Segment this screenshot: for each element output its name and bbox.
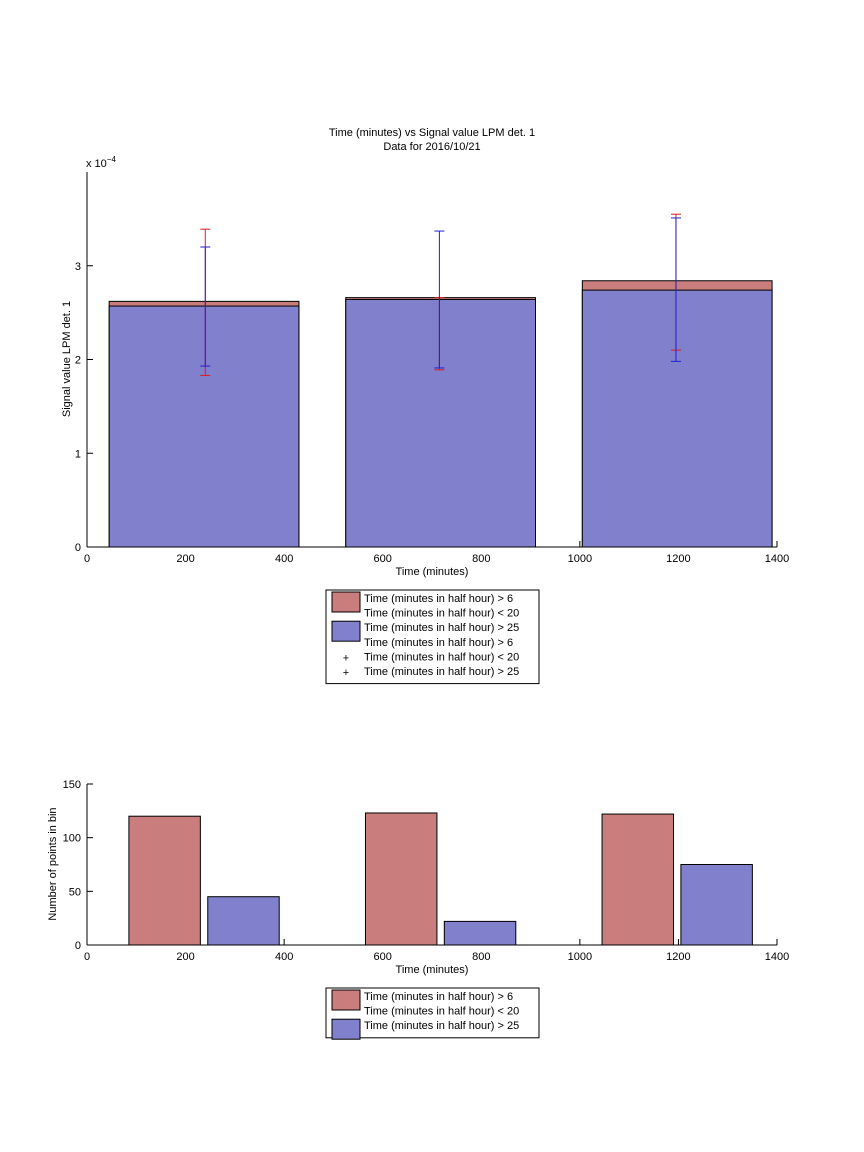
- x-tick-label: 200: [176, 553, 194, 565]
- y-tick-label: 100: [63, 833, 81, 845]
- blue-bar: [108, 305, 300, 548]
- x-tick-label: 1000: [568, 553, 592, 565]
- y-tick-label: 1: [75, 448, 81, 460]
- x-tick-label: 1200: [666, 951, 690, 963]
- y-tick-label: 2: [75, 355, 81, 367]
- legend-box: [325, 589, 540, 685]
- y-exponent-label: x 10−4: [86, 155, 116, 170]
- x-tick-label: 600: [374, 951, 392, 963]
- legend-label: Time (minutes in half hour) < 20: [364, 651, 519, 663]
- blue-bar: [345, 299, 536, 548]
- x-tick-label: 0: [84, 951, 90, 963]
- blue-bar: [207, 896, 280, 946]
- legend-label: Time (minutes in half hour) < 20: [364, 1006, 519, 1018]
- legend-label: Time (minutes in half hour) > 25: [364, 622, 519, 634]
- blue-legend-marker: +: [343, 667, 349, 679]
- red-legend-patch: [331, 591, 361, 613]
- y-exponent-base: x 10: [86, 158, 107, 170]
- x-tick-label: 1400: [765, 553, 789, 565]
- y-tick-label: 50: [69, 886, 81, 898]
- legend-label: Time (minutes in half hour) > 6: [364, 593, 513, 605]
- count-chart: 0 200 400 600 800 1000 1200 1400 0 50 100 150 Time …: [47, 779, 790, 1040]
- y-tick-label: 3: [75, 261, 81, 273]
- red-legend-marker: +: [343, 652, 349, 664]
- x-tick-label: 200: [176, 951, 194, 963]
- legend-label: Time (minutes in half hour) < 20: [364, 608, 519, 620]
- chart-subtitle: Data for 2016/10/21: [383, 141, 480, 153]
- x-tick-label: 600: [374, 553, 392, 565]
- x-tick-label: 400: [275, 553, 293, 565]
- blue-bar: [581, 289, 773, 548]
- chart-title: Time (minutes) vs Signal value LPM det. …: [329, 127, 535, 139]
- legend-label: Time (minutes in half hour) > 25: [364, 1020, 519, 1032]
- x-tick-label: 400: [275, 951, 293, 963]
- x-tick-label: 800: [472, 553, 490, 565]
- y-tick-label: 150: [63, 779, 81, 791]
- signal-chart: Time (minutes) vs Signal value LPM det. …: [61, 127, 789, 685]
- signal-legend: Time (minutes in half hour) > 6 Time (min…: [325, 589, 540, 685]
- y-tick-label: 0: [75, 940, 81, 952]
- x-tick-label: 800: [472, 951, 490, 963]
- x-tick-label: 1200: [666, 553, 690, 565]
- count-plot-area: 0 200 400 600 800 1000 1200 1400 0 50 100 150: [63, 779, 790, 963]
- x-tick-label: 1400: [765, 951, 789, 963]
- y-tick-label: 0: [75, 542, 81, 554]
- red-legend-patch: [331, 989, 361, 1011]
- red-bar: [601, 813, 674, 946]
- x-tick-label: 0: [84, 553, 90, 565]
- y-axis-label: Number of points in bin: [47, 807, 59, 920]
- y-exponent-power: −4: [107, 155, 117, 164]
- y-axis-label: Signal value LPM det. 1: [61, 301, 73, 417]
- x-tick-label: 1000: [568, 951, 592, 963]
- count-legend: Time (minutes in half hour) > 6 Time (min…: [325, 987, 540, 1040]
- legend-label: Time (minutes in half hour) > 6: [364, 637, 513, 649]
- signal-plot-area: 0 200 400 600 800 1000 1200 1400 0 1 2 3: [75, 172, 789, 565]
- blue-legend-patch: [331, 1018, 361, 1040]
- x-axis-label: Time (minutes): [396, 964, 469, 976]
- red-bar: [364, 812, 438, 946]
- x-axis-label: Time (minutes): [396, 566, 469, 578]
- legend-box: [325, 987, 540, 1039]
- blue-legend-patch: [331, 620, 361, 642]
- legend-label: Time (minutes in half hour) > 25: [364, 666, 519, 678]
- blue-bar: [680, 864, 753, 946]
- red-bar: [128, 815, 201, 946]
- legend-label: Time (minutes in half hour) > 6: [364, 991, 513, 1003]
- blue-bar: [443, 920, 517, 946]
